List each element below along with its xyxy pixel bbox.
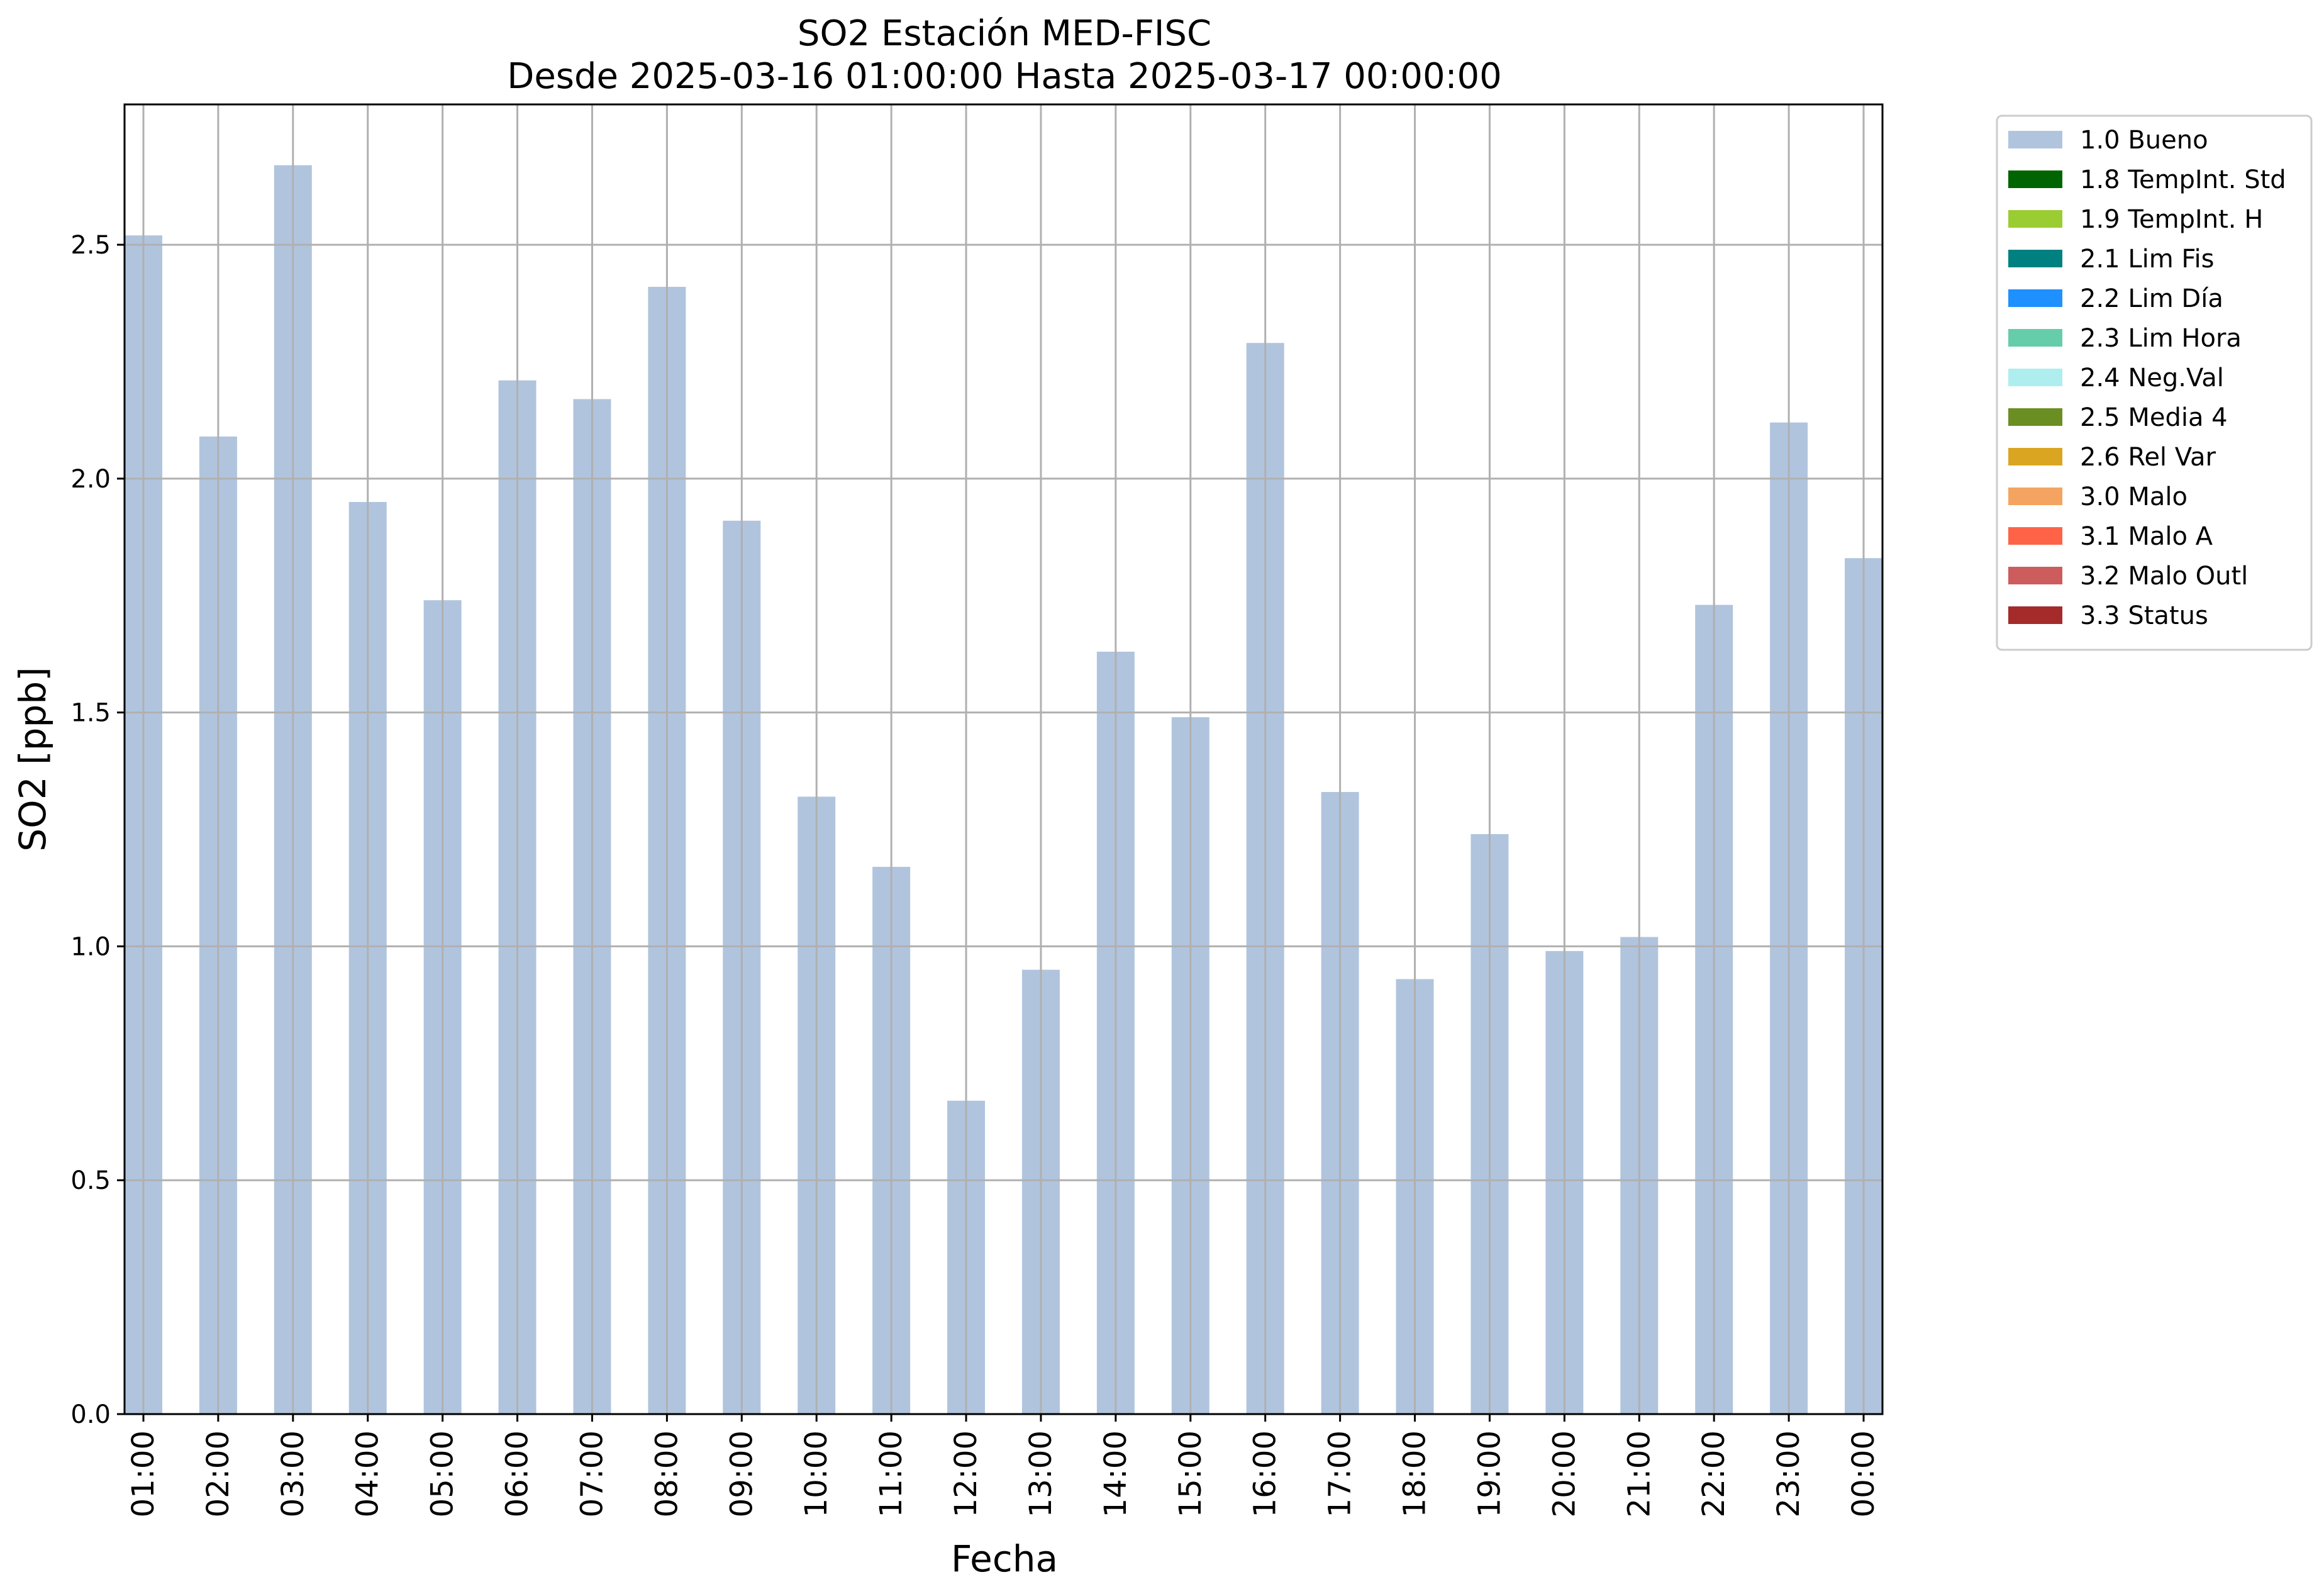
x-tick-label: 05:00: [425, 1430, 460, 1517]
x-tick-label: 22:00: [1696, 1430, 1732, 1517]
legend-label: 1.8 TempInt. Std: [2080, 165, 2286, 194]
x-axis: 01:00 02:00 03:00 04:00 05:00 06:00 07:00 08:00…: [126, 1414, 1881, 1517]
y-tick-label: 0.5: [70, 1166, 111, 1195]
legend-swatch: [2008, 527, 2062, 545]
y-tick-label: 1.5: [70, 699, 111, 728]
x-tick-label: 10:00: [799, 1430, 834, 1517]
x-tick-label: 07:00: [574, 1430, 609, 1517]
x-tick-label: 08:00: [649, 1430, 684, 1517]
x-tick-label: 06:00: [500, 1430, 535, 1517]
legend-label: 2.6 Rel Var: [2080, 443, 2216, 472]
x-tick-label: 14:00: [1098, 1430, 1133, 1517]
legend-label: 3.2 Malo Outl: [2080, 562, 2248, 591]
x-tick-label: 12:00: [948, 1430, 984, 1517]
legend-swatch: [2008, 170, 2062, 188]
legend-label: 3.1 Malo A: [2080, 522, 2213, 551]
x-tick-label: 01:00: [126, 1430, 161, 1517]
legend-box: [1996, 114, 2313, 651]
legend-swatch: [2008, 329, 2062, 347]
legend: 1.0 Bueno 1.8 TempInt. Std 1.9 TempInt. H 2…: [1996, 114, 2313, 651]
x-tick-label: 17:00: [1323, 1430, 1358, 1517]
legend-label: 2.5 Media 4: [2080, 403, 2228, 432]
legend-label: 2.2 Lim Día: [2080, 284, 2223, 313]
x-tick-label: 20:00: [1547, 1430, 1582, 1517]
x-tick-label: 02:00: [201, 1430, 236, 1517]
x-tick-label: 13:00: [1023, 1430, 1059, 1517]
legend-swatch: [2008, 488, 2062, 505]
legend-label: 2.3 Lim Hora: [2080, 324, 2242, 353]
y-tick-label: 1.0: [70, 932, 111, 961]
x-tick-label: 19:00: [1472, 1430, 1507, 1517]
x-tick-label: 11:00: [874, 1430, 909, 1517]
legend-swatch: [2008, 250, 2062, 267]
x-axis-title: Fecha: [951, 1537, 1058, 1580]
legend-label: 2.4 Neg.Val: [2080, 364, 2224, 393]
legend-label: 2.1 Lim Fis: [2080, 245, 2214, 274]
chart-subtitle: Desde 2025-03-16 01:00:00 Hasta 2025-03-…: [507, 56, 1502, 97]
x-tick-label: 00:00: [1846, 1430, 1881, 1517]
chart-title: SO2 Estación MED-FISC: [798, 13, 1211, 54]
y-tick-label: 0.0: [70, 1400, 111, 1429]
y-axis-title: SO2 [ppb]: [11, 667, 54, 852]
legend-label: 1.9 TempInt. H: [2080, 205, 2263, 234]
x-tick-label: 15:00: [1173, 1430, 1208, 1517]
legend-swatch: [2008, 408, 2062, 426]
legend-swatch: [2008, 448, 2062, 465]
legend-swatch: [2008, 606, 2062, 624]
x-tick-label: 03:00: [275, 1430, 311, 1517]
x-tick-label: 21:00: [1621, 1430, 1657, 1517]
x-tick-label: 18:00: [1398, 1430, 1433, 1517]
legend-swatch: [2008, 369, 2062, 386]
x-tick-label: 16:00: [1248, 1430, 1283, 1517]
x-tick-label: 23:00: [1771, 1430, 1806, 1517]
legend-label: 3.0 Malo: [2080, 482, 2188, 511]
legend-label: 3.3 Status: [2080, 601, 2208, 630]
legend-swatch: [2008, 567, 2062, 584]
plot-frame: [123, 103, 1884, 1415]
y-tick-label: 2.0: [70, 465, 111, 494]
legend-swatch: [2008, 131, 2062, 148]
y-axis: 0.0 0.5 1.0 1.5 2.0 2.5: [70, 231, 125, 1429]
x-tick-label: 09:00: [724, 1430, 759, 1517]
legend-swatch: [2008, 289, 2062, 307]
legend-label: 1.0 Bueno: [2080, 126, 2208, 155]
legend-swatch: [2008, 210, 2062, 228]
x-tick-label: 04:00: [350, 1430, 386, 1517]
y-tick-label: 2.5: [70, 231, 111, 260]
